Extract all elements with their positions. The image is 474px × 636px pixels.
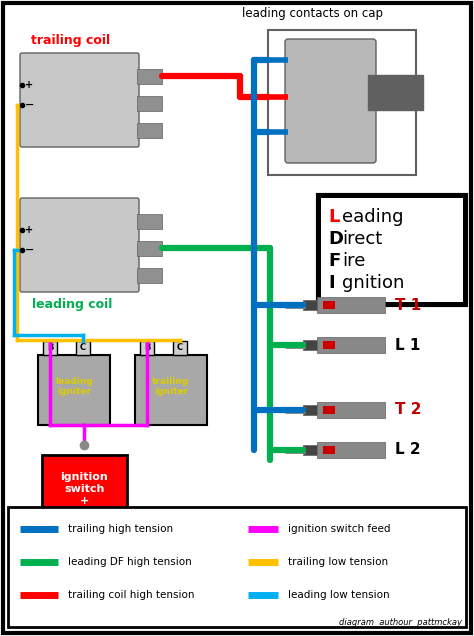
Bar <box>321 198 463 302</box>
Bar <box>317 442 385 458</box>
Bar <box>137 268 162 283</box>
Text: leading
igniter: leading igniter <box>55 377 93 396</box>
Text: T 2: T 2 <box>395 403 421 417</box>
Text: trailing low tension: trailing low tension <box>288 557 388 567</box>
Bar <box>137 123 162 138</box>
FancyBboxPatch shape <box>285 39 376 163</box>
Text: trailing
igniter: trailing igniter <box>152 377 190 396</box>
Text: trailing high tension: trailing high tension <box>68 524 173 534</box>
Text: leading contacts on cap: leading contacts on cap <box>242 7 383 20</box>
Bar <box>76 341 90 355</box>
Text: leading coil: leading coil <box>32 298 112 311</box>
Bar <box>303 340 317 350</box>
Bar <box>268 30 416 175</box>
Text: B: B <box>144 343 150 352</box>
Text: F: F <box>328 252 340 270</box>
Bar <box>303 445 317 455</box>
Text: D: D <box>328 230 343 248</box>
Bar <box>317 402 385 418</box>
Text: B: B <box>47 343 53 352</box>
Text: ire: ire <box>342 252 365 270</box>
Text: ignition switch feed: ignition switch feed <box>288 524 391 534</box>
Bar <box>173 341 187 355</box>
Bar <box>38 355 110 425</box>
Text: L: L <box>328 208 339 226</box>
Bar <box>140 341 154 355</box>
Bar <box>368 75 423 110</box>
Bar <box>323 446 335 455</box>
Bar <box>323 301 335 310</box>
FancyBboxPatch shape <box>20 198 139 292</box>
Bar <box>318 195 466 305</box>
Bar <box>323 406 335 415</box>
Text: +: + <box>25 80 33 90</box>
Bar <box>137 214 162 229</box>
Text: C: C <box>177 343 183 352</box>
Bar <box>135 355 207 425</box>
Bar <box>137 69 162 84</box>
Bar <box>42 455 127 523</box>
Text: gnition: gnition <box>342 274 404 292</box>
Bar <box>303 405 317 415</box>
Bar <box>323 340 335 349</box>
Text: ignition
switch
+: ignition switch + <box>61 473 109 506</box>
Text: +: + <box>25 225 33 235</box>
Bar <box>43 341 57 355</box>
Bar <box>317 297 385 313</box>
Text: −: − <box>25 99 35 109</box>
Bar <box>8 507 466 627</box>
Bar <box>317 337 385 353</box>
Text: L 2: L 2 <box>395 443 420 457</box>
Text: diagram  authour  pattmckay: diagram authour pattmckay <box>339 618 462 627</box>
Text: leading DF high tension: leading DF high tension <box>68 557 192 567</box>
Text: irect: irect <box>342 230 382 248</box>
Text: −: − <box>25 244 35 254</box>
Bar <box>137 240 162 256</box>
Text: I: I <box>328 274 335 292</box>
Text: L 1: L 1 <box>395 338 420 352</box>
FancyBboxPatch shape <box>20 53 139 147</box>
Text: trailing coil high tension: trailing coil high tension <box>68 590 194 600</box>
Text: eading: eading <box>342 208 403 226</box>
Bar <box>303 300 317 310</box>
Text: T 1: T 1 <box>395 298 421 312</box>
Text: C: C <box>80 343 86 352</box>
Bar <box>137 95 162 111</box>
Text: leading low tension: leading low tension <box>288 590 390 600</box>
Text: trailing coil: trailing coil <box>31 34 110 47</box>
